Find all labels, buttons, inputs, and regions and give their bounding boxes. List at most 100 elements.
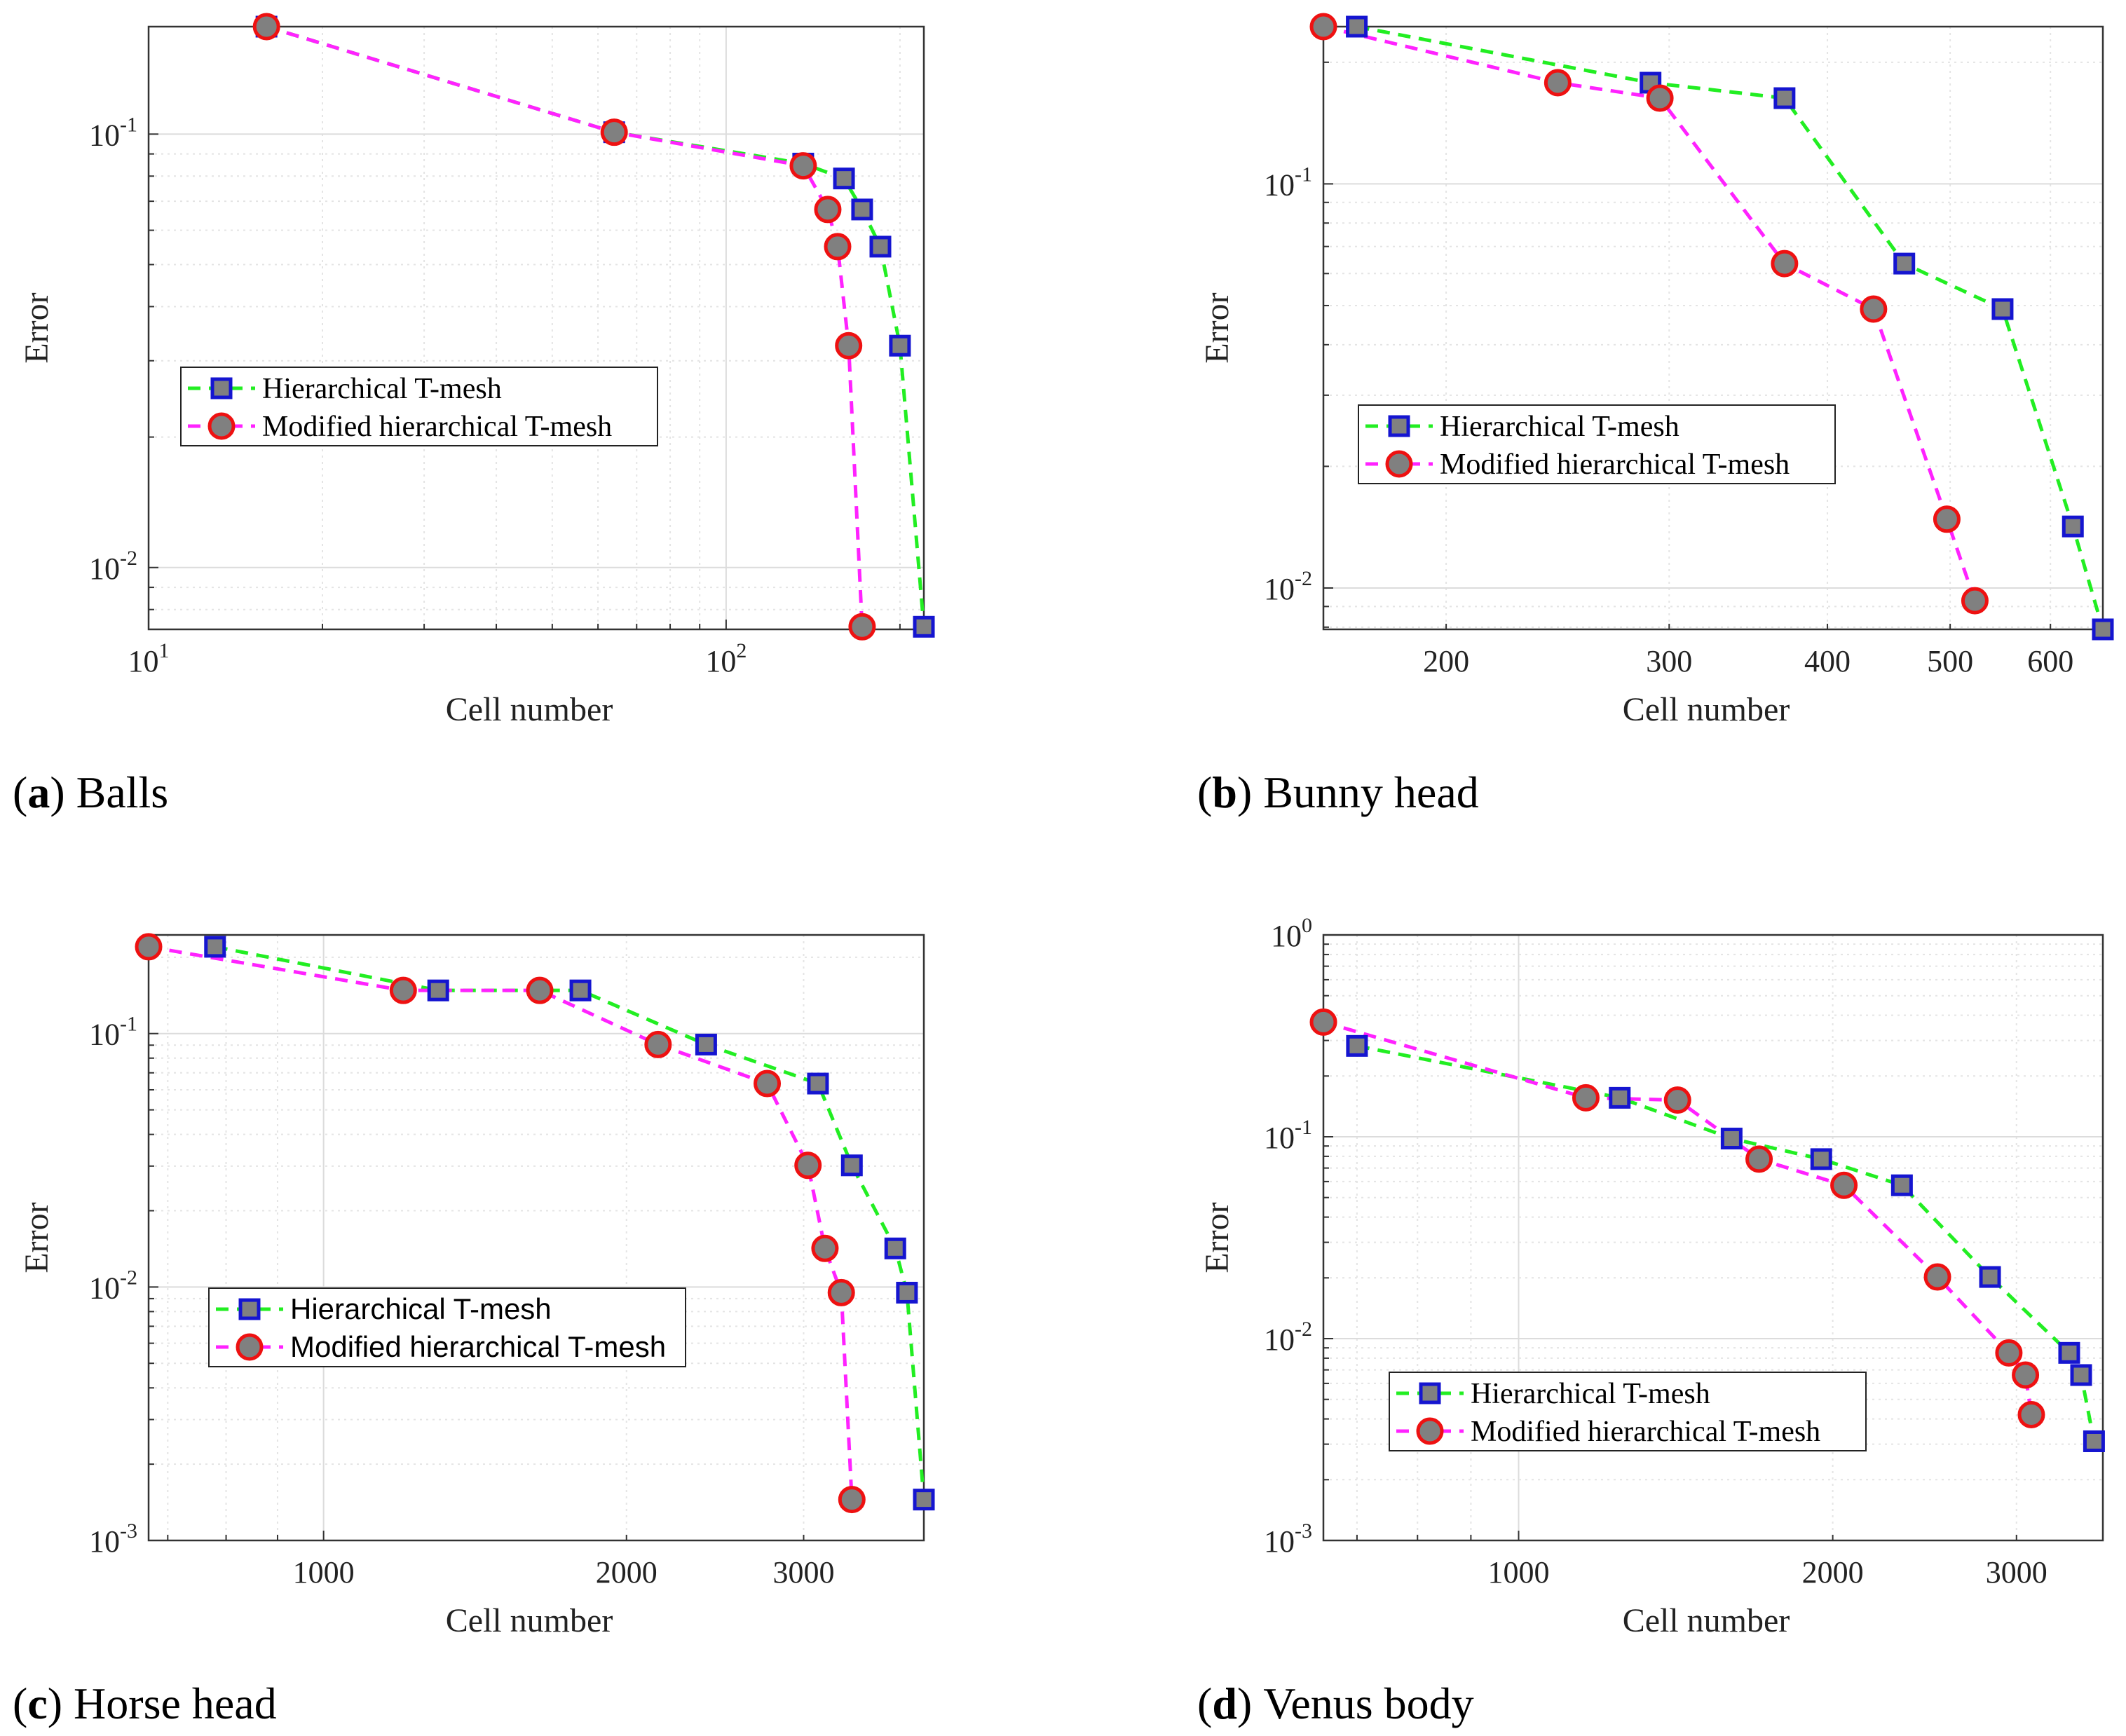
data-point-modified bbox=[600, 118, 628, 146]
legend: Hierarchical T-mesh Modified hierarchical… bbox=[1358, 404, 1836, 484]
plot-area bbox=[149, 935, 924, 1540]
legend-box bbox=[208, 1287, 686, 1367]
legend-label: Hierarchical T-mesh bbox=[1471, 1378, 1710, 1410]
x-tick-label: 1000 bbox=[293, 1555, 355, 1590]
legend: Hierarchical T-mesh Modified hierarchical… bbox=[208, 1287, 686, 1367]
x-tick-label: 3000 bbox=[773, 1555, 835, 1590]
data-point-modified bbox=[1663, 1086, 1691, 1114]
data-point-modified bbox=[1572, 1084, 1600, 1112]
x-axis-title: Cell number bbox=[1623, 1602, 1790, 1639]
x-axis-title: Cell number bbox=[1623, 691, 1790, 728]
plot-area bbox=[1323, 27, 2103, 629]
x-tick-label: 101 bbox=[128, 639, 170, 678]
data-point-modified bbox=[1309, 13, 1337, 41]
data-point-modified bbox=[1646, 84, 1674, 112]
y-tick-base: 10 bbox=[89, 1271, 120, 1305]
data-point-modified bbox=[252, 13, 280, 41]
data-point-hierarchical bbox=[1890, 1174, 1913, 1196]
y-tick-exponent: -1 bbox=[120, 113, 137, 136]
y-tick-label: 10-1 bbox=[89, 1013, 137, 1052]
caption-text: Balls bbox=[65, 767, 169, 817]
data-point-modified bbox=[1923, 1263, 1951, 1291]
legend-label: Hierarchical T-mesh bbox=[290, 1292, 552, 1325]
data-point-hierarchical bbox=[1893, 252, 1916, 275]
data-point-modified bbox=[754, 1069, 782, 1098]
data-point-modified bbox=[2012, 1361, 2040, 1389]
y-axis-title: Error bbox=[1199, 292, 1236, 363]
y-axis-title: Error bbox=[1199, 1202, 1236, 1273]
x-axis-title: Cell number bbox=[446, 1602, 613, 1639]
data-point-hierarchical bbox=[204, 936, 226, 958]
data-point-hierarchical bbox=[2062, 515, 2084, 538]
x-tick-label: 300 bbox=[1646, 644, 1692, 678]
data-point-modified bbox=[1961, 587, 1989, 615]
x-tick-exponent: 1 bbox=[159, 639, 170, 662]
legend-label: Modified hierarchical T-mesh bbox=[290, 1330, 666, 1363]
data-point-hierarchical bbox=[807, 1072, 829, 1095]
y-tick-exponent: -2 bbox=[120, 1266, 137, 1289]
data-point-modified bbox=[835, 332, 863, 360]
y-tick-base: 10 bbox=[1264, 1524, 1295, 1559]
legend-marker-circle bbox=[1385, 450, 1413, 478]
y-tick-exponent: -1 bbox=[120, 1013, 137, 1036]
y-tick-base: 10 bbox=[89, 1524, 120, 1559]
data-point-hierarchical bbox=[695, 1033, 717, 1055]
legend-label: Modified hierarchical T-mesh bbox=[262, 411, 612, 443]
y-tick-exponent: -3 bbox=[1295, 1519, 1312, 1543]
data-point-hierarchical bbox=[2083, 1430, 2105, 1452]
data-point-modified bbox=[1933, 505, 1961, 533]
axes-box bbox=[147, 25, 925, 631]
legend-box bbox=[1389, 1372, 1867, 1451]
data-point-modified bbox=[1995, 1339, 2023, 1367]
y-tick-label: 10-1 bbox=[1264, 1116, 1312, 1155]
y-tick-label: 10-2 bbox=[1264, 567, 1312, 606]
y-axis-title: Error bbox=[18, 292, 55, 363]
series-line-hierarchical bbox=[266, 25, 926, 627]
legend-label: Modified hierarchical T-mesh bbox=[1440, 449, 1790, 481]
data-point-modified bbox=[814, 196, 842, 224]
data-point-modified bbox=[1745, 1145, 1773, 1173]
y-tick-exponent: -1 bbox=[1295, 1116, 1312, 1139]
legend-label: Hierarchical T-mesh bbox=[262, 373, 502, 405]
legend: Hierarchical T-mesh Modified hierarchical… bbox=[1389, 1372, 1867, 1451]
x-tick-label: 400 bbox=[1804, 644, 1851, 678]
y-tick-base: 10 bbox=[89, 552, 120, 586]
y-tick-label: 10-2 bbox=[1264, 1318, 1312, 1357]
caption-text: Venus body bbox=[1252, 1679, 1473, 1728]
legend-box bbox=[180, 367, 658, 446]
x-axis-title: Cell number bbox=[446, 691, 613, 728]
data-point-hierarchical bbox=[896, 1281, 918, 1304]
data-point-hierarchical bbox=[1991, 298, 2014, 320]
plot-area bbox=[149, 27, 924, 629]
caption-text: Bunny head bbox=[1252, 767, 1479, 817]
legend-marker-circle bbox=[207, 412, 236, 440]
legend-marker-square bbox=[238, 1298, 261, 1320]
y-tick-label: 10-1 bbox=[1264, 163, 1312, 202]
data-point-modified bbox=[848, 613, 876, 641]
y-tick-base: 10 bbox=[1264, 572, 1295, 606]
data-point-modified bbox=[838, 1486, 866, 1514]
axes-box bbox=[147, 934, 925, 1542]
data-point-hierarchical bbox=[1720, 1128, 1743, 1150]
data-point-hierarchical bbox=[840, 1154, 863, 1177]
data-point-hierarchical bbox=[1810, 1148, 1832, 1170]
data-point-modified bbox=[389, 976, 417, 1004]
y-tick-label: 10-1 bbox=[89, 113, 137, 152]
data-point-hierarchical bbox=[913, 1489, 935, 1511]
legend-box bbox=[1358, 404, 1836, 484]
y-tick-base: 10 bbox=[1271, 919, 1302, 953]
data-point-modified bbox=[1771, 250, 1799, 278]
y-tick-label: 10-2 bbox=[89, 547, 137, 586]
legend-label: Hierarchical T-mesh bbox=[1440, 411, 1679, 443]
y-tick-base: 10 bbox=[89, 1018, 120, 1052]
y-tick-base: 10 bbox=[1264, 168, 1295, 202]
data-point-hierarchical bbox=[851, 198, 873, 221]
y-axis-title: Error bbox=[18, 1202, 55, 1273]
x-tick-label: 200 bbox=[1423, 644, 1469, 678]
data-point-modified bbox=[526, 976, 554, 1004]
x-tick-label: 2000 bbox=[1802, 1555, 1864, 1590]
data-point-modified bbox=[811, 1234, 839, 1262]
